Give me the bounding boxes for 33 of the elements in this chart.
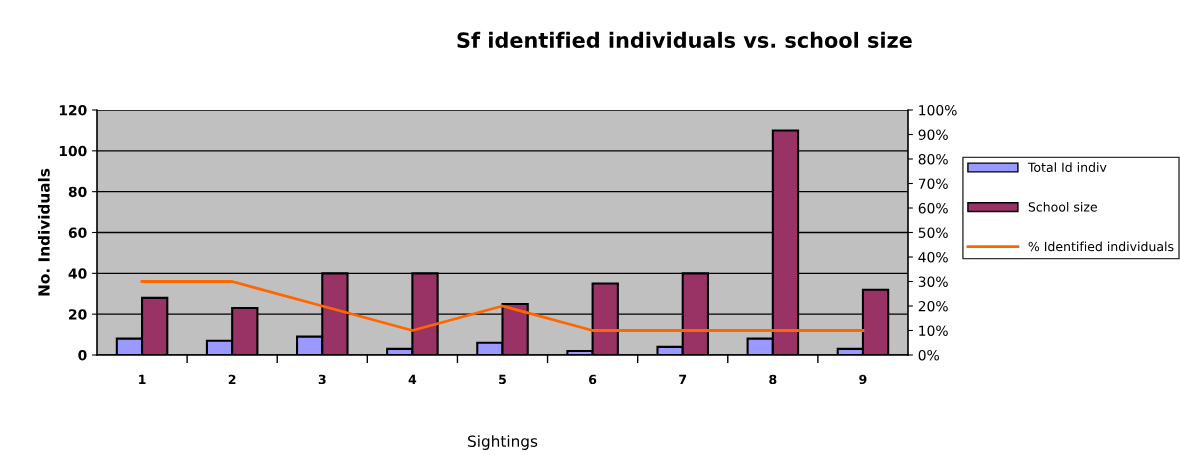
y-tick-label: 20 (69, 309, 87, 320)
y2-tick-label: 80% (918, 153, 948, 165)
y2-tick-label: 60% (918, 202, 948, 214)
x-tick-label: 1 (139, 374, 146, 384)
chart-title: Sf identified individuals vs. school size (457, 31, 912, 48)
y-tick-label: 0 (78, 349, 87, 361)
y2-tick-label: 0% (918, 349, 939, 361)
x-axis-title: Sightings (468, 435, 538, 450)
y2-tick-label: 90% (918, 129, 948, 140)
y-tick-label: 40 (68, 268, 87, 279)
x-tick-label: 8 (769, 374, 777, 385)
legend-label: Total Id indiv (1027, 162, 1107, 173)
legend-label: School size (1028, 201, 1097, 212)
y-tick-label: 60 (68, 227, 87, 238)
legend-label: % Identified individuals (1028, 241, 1174, 252)
x-tick-label: 5 (499, 374, 506, 385)
x-tick-label: 7 (679, 374, 687, 384)
x-tick-label: 2 (228, 374, 236, 384)
y2-tick-label: 30% (918, 276, 948, 287)
x-tick-label: 4 (408, 374, 417, 384)
y-axis-title: No. Individuals (37, 168, 50, 296)
x-tick-label: 9 (859, 374, 867, 385)
x-tick-label: 6 (589, 374, 597, 385)
y2-tick-label: 100% (919, 104, 957, 116)
y2-tick-label: 10% (919, 325, 948, 336)
x-tick-label: 3 (318, 374, 326, 385)
y2-tick-label: 40% (918, 251, 948, 263)
y2-tick-label: 20% (918, 300, 948, 312)
y-tick-label: 100 (59, 145, 87, 157)
y-tick-label: 80 (68, 186, 87, 198)
y-tick-label: 120 (59, 104, 87, 116)
y2-tick-label: 70% (918, 178, 948, 189)
y2-tick-label: 50% (918, 227, 948, 238)
